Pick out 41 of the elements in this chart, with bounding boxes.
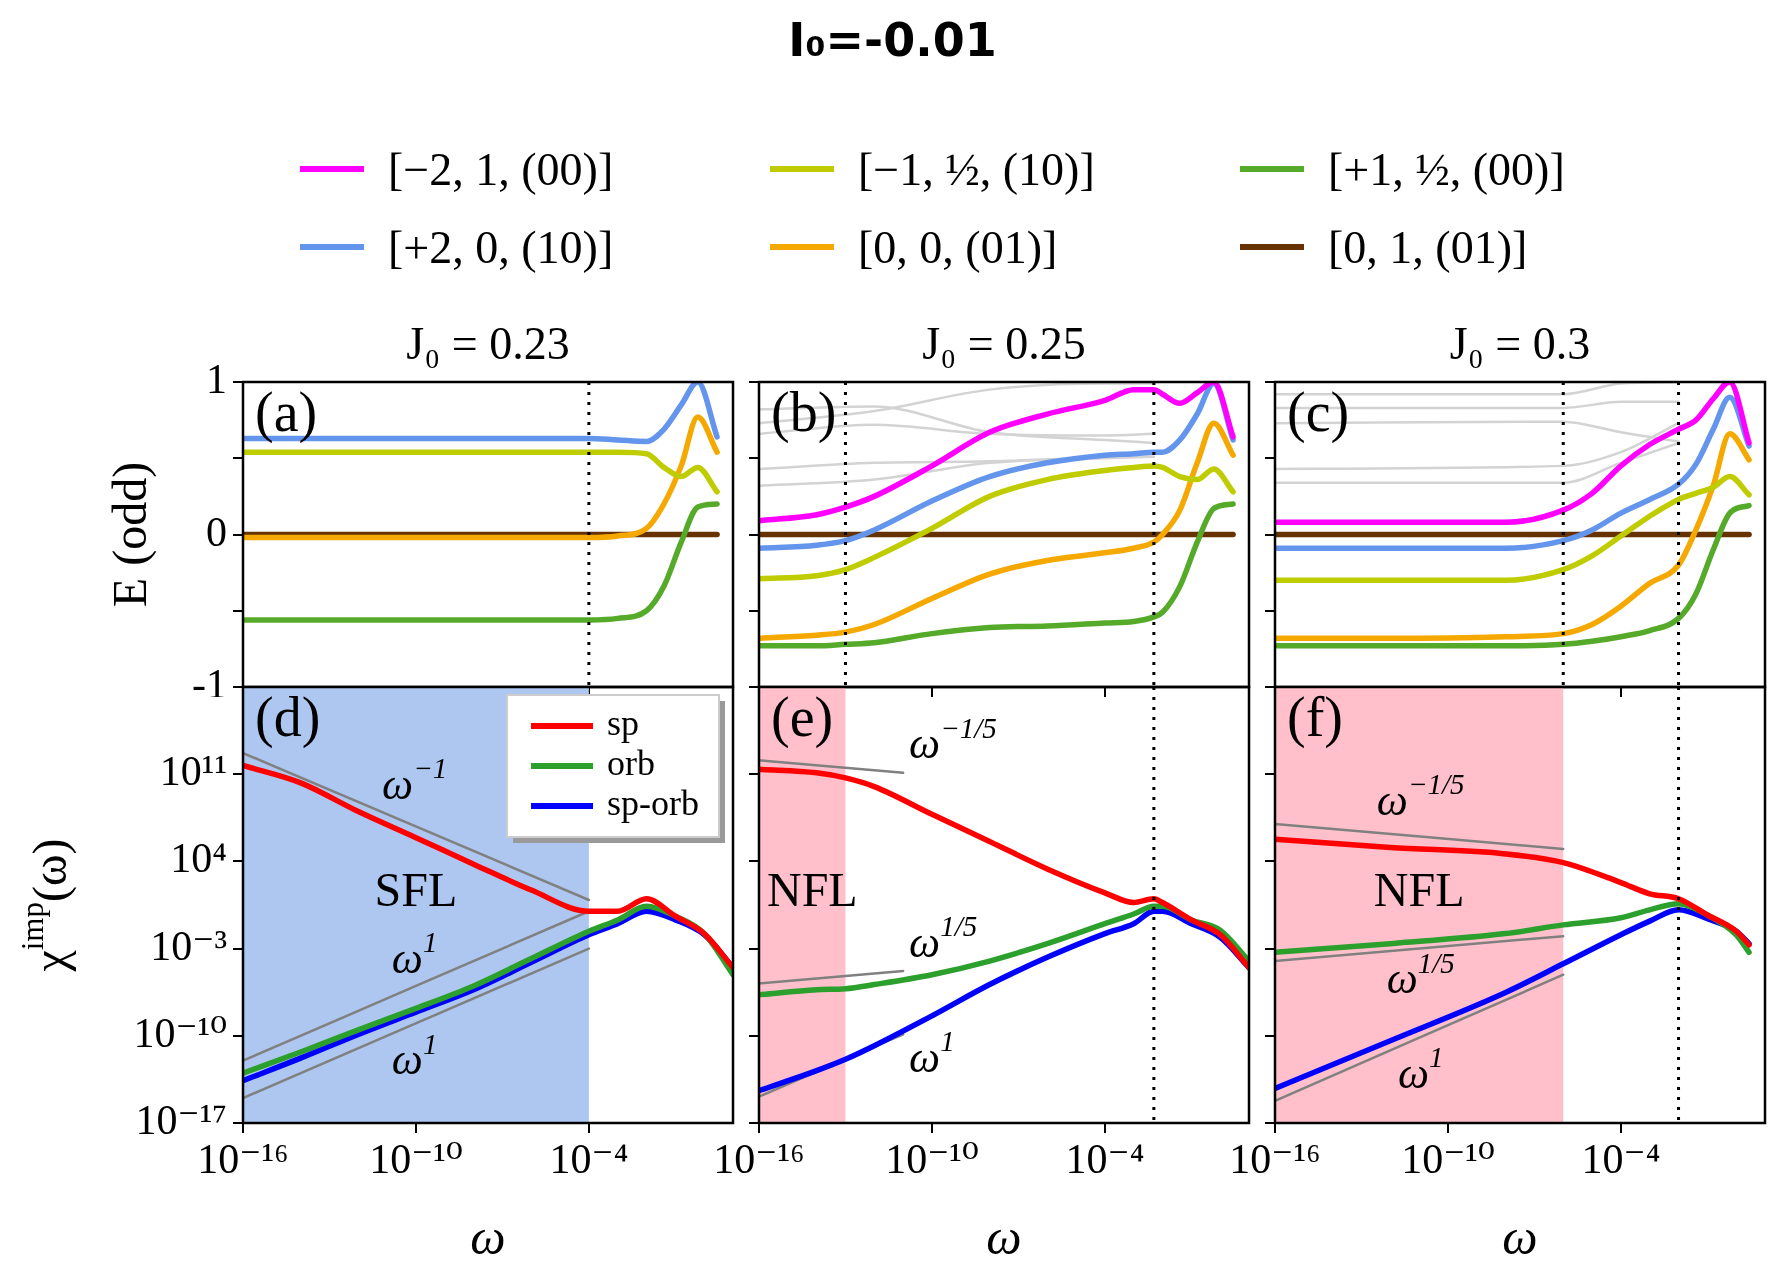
annotation: (c) bbox=[1287, 380, 1350, 444]
x-axis-title: ω bbox=[470, 1209, 506, 1266]
y-tick-label: 10⁻³ bbox=[150, 922, 227, 969]
y-axis-title: E (odd) bbox=[102, 461, 157, 608]
annotation: (a) bbox=[255, 380, 318, 444]
y-tick-label: 10⁻¹⁰ bbox=[133, 1009, 227, 1056]
legend-label: [0, 1, (01)] bbox=[1328, 220, 1528, 274]
x-tick-label: 10⁻¹⁰ bbox=[1401, 1136, 1495, 1183]
legend-label: [−2, 1, (00)] bbox=[388, 142, 614, 196]
annotation: (f) bbox=[1287, 685, 1343, 749]
x-tick-label: 10⁻¹⁰ bbox=[369, 1136, 463, 1183]
x-axis-title: ω bbox=[986, 1209, 1022, 1266]
band-label: NFL bbox=[1373, 862, 1465, 916]
band-label: SFL bbox=[374, 862, 458, 916]
legend-label: [0, 0, (01)] bbox=[858, 220, 1058, 274]
legend-label: orb bbox=[607, 743, 656, 784]
y-axis-title: χimp(ω) bbox=[14, 838, 77, 973]
chart-title: I₀=-0.01 bbox=[787, 12, 998, 69]
x-tick-label: 10⁻¹⁰ bbox=[885, 1136, 979, 1183]
annotation: (d) bbox=[255, 685, 321, 749]
legend-label: [+2, 0, (10)] bbox=[388, 220, 614, 274]
y-tick-label: 1 bbox=[206, 356, 227, 403]
legend-label: sp-orb bbox=[607, 783, 700, 824]
chart-title: J₀ = 0.3 bbox=[1448, 317, 1592, 371]
x-axis-title: ω bbox=[1502, 1209, 1538, 1266]
x-tick-label: 10⁻⁴ bbox=[549, 1136, 629, 1183]
y-tick-label: 0 bbox=[206, 508, 227, 555]
x-tick-label: 10⁻¹⁶ bbox=[1229, 1136, 1321, 1183]
y-tick-label: 10¹¹ bbox=[159, 748, 227, 795]
chart-subtitle: J₀ = 0.25 bbox=[921, 317, 1087, 371]
chart-title: J₀ = 0.23 bbox=[405, 317, 571, 371]
legend-label: [−1, ½, (10)] bbox=[858, 142, 1095, 196]
legend-label: sp bbox=[607, 703, 640, 744]
annotation: (e) bbox=[771, 685, 834, 749]
annotation: (b) bbox=[771, 380, 837, 444]
x-tick-label: 10⁻¹⁶ bbox=[713, 1136, 805, 1183]
y-tick-label: 10⁴ bbox=[170, 835, 227, 882]
x-tick-label: 10⁻⁴ bbox=[1581, 1136, 1661, 1183]
legend-label: [+1, ½, (00)] bbox=[1328, 142, 1565, 196]
x-tick-label: 10⁻⁴ bbox=[1065, 1136, 1145, 1183]
band-label: NFL bbox=[767, 862, 858, 916]
